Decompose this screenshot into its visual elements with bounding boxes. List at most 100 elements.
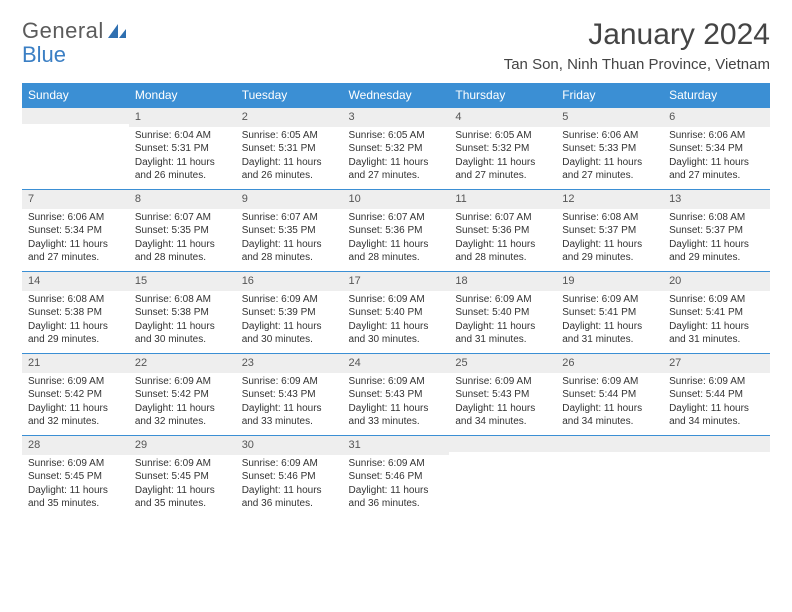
day-body: Sunrise: 6:05 AMSunset: 5:32 PMDaylight:… xyxy=(343,127,450,189)
daylight-line: Daylight: 11 hours and 31 minutes. xyxy=(455,320,550,347)
day-number: 18 xyxy=(449,271,556,291)
sunset-line: Sunset: 5:33 PM xyxy=(562,142,657,156)
weekday-header: Wednesday xyxy=(343,83,450,107)
sunrise-line: Sunrise: 6:06 AM xyxy=(562,129,657,143)
daylight-line: Daylight: 11 hours and 27 minutes. xyxy=(562,156,657,183)
day-body: Sunrise: 6:08 AMSunset: 5:37 PMDaylight:… xyxy=(556,209,663,271)
sunrise-line: Sunrise: 6:09 AM xyxy=(669,293,764,307)
day-number: 19 xyxy=(556,271,663,291)
day-body: Sunrise: 6:09 AMSunset: 5:46 PMDaylight:… xyxy=(236,455,343,517)
sunset-line: Sunset: 5:31 PM xyxy=(242,142,337,156)
daylight-line: Daylight: 11 hours and 33 minutes. xyxy=(242,402,337,429)
sunrise-line: Sunrise: 6:09 AM xyxy=(349,375,444,389)
calendar-day-cell: 7Sunrise: 6:06 AMSunset: 5:34 PMDaylight… xyxy=(22,189,129,271)
sunrise-line: Sunrise: 6:05 AM xyxy=(349,129,444,143)
daylight-line: Daylight: 11 hours and 33 minutes. xyxy=(349,402,444,429)
calendar-day-cell: 28Sunrise: 6:09 AMSunset: 5:45 PMDayligh… xyxy=(22,435,129,517)
sunset-line: Sunset: 5:45 PM xyxy=(135,470,230,484)
calendar-day-cell: 12Sunrise: 6:08 AMSunset: 5:37 PMDayligh… xyxy=(556,189,663,271)
calendar-day-cell: 6Sunrise: 6:06 AMSunset: 5:34 PMDaylight… xyxy=(663,107,770,189)
sunset-line: Sunset: 5:42 PM xyxy=(28,388,123,402)
sunrise-line: Sunrise: 6:07 AM xyxy=(349,211,444,225)
sunset-line: Sunset: 5:46 PM xyxy=(349,470,444,484)
calendar-day-cell: 24Sunrise: 6:09 AMSunset: 5:43 PMDayligh… xyxy=(343,353,450,435)
day-number: 31 xyxy=(343,435,450,455)
day-body: Sunrise: 6:05 AMSunset: 5:32 PMDaylight:… xyxy=(449,127,556,189)
sunset-line: Sunset: 5:43 PM xyxy=(455,388,550,402)
sunset-line: Sunset: 5:37 PM xyxy=(669,224,764,238)
day-number: 30 xyxy=(236,435,343,455)
day-number: 22 xyxy=(129,353,236,373)
calendar-day-cell: 10Sunrise: 6:07 AMSunset: 5:36 PMDayligh… xyxy=(343,189,450,271)
day-number: 10 xyxy=(343,189,450,209)
daylight-line: Daylight: 11 hours and 35 minutes. xyxy=(135,484,230,511)
calendar-day-cell: 14Sunrise: 6:08 AMSunset: 5:38 PMDayligh… xyxy=(22,271,129,353)
day-number: 27 xyxy=(663,353,770,373)
sunrise-line: Sunrise: 6:09 AM xyxy=(455,375,550,389)
day-number: 2 xyxy=(236,107,343,127)
logo: General xyxy=(22,18,128,44)
daylight-line: Daylight: 11 hours and 34 minutes. xyxy=(669,402,764,429)
sunset-line: Sunset: 5:39 PM xyxy=(242,306,337,320)
calendar-table: SundayMondayTuesdayWednesdayThursdayFrid… xyxy=(22,83,770,517)
sunset-line: Sunset: 5:34 PM xyxy=(28,224,123,238)
day-number: 21 xyxy=(22,353,129,373)
day-body: Sunrise: 6:09 AMSunset: 5:44 PMDaylight:… xyxy=(556,373,663,435)
weekday-header: Friday xyxy=(556,83,663,107)
daylight-line: Daylight: 11 hours and 29 minutes. xyxy=(562,238,657,265)
calendar-day-cell: 4Sunrise: 6:05 AMSunset: 5:32 PMDaylight… xyxy=(449,107,556,189)
calendar-day-cell: 3Sunrise: 6:05 AMSunset: 5:32 PMDaylight… xyxy=(343,107,450,189)
day-body: Sunrise: 6:08 AMSunset: 5:37 PMDaylight:… xyxy=(663,209,770,271)
day-body: Sunrise: 6:09 AMSunset: 5:46 PMDaylight:… xyxy=(343,455,450,517)
daylight-line: Daylight: 11 hours and 28 minutes. xyxy=(135,238,230,265)
sunrise-line: Sunrise: 6:08 AM xyxy=(562,211,657,225)
daylight-line: Daylight: 11 hours and 26 minutes. xyxy=(135,156,230,183)
daylight-line: Daylight: 11 hours and 31 minutes. xyxy=(562,320,657,347)
daylight-line: Daylight: 11 hours and 30 minutes. xyxy=(242,320,337,347)
sunset-line: Sunset: 5:35 PM xyxy=(135,224,230,238)
day-number: 28 xyxy=(22,435,129,455)
calendar-week-row: 28Sunrise: 6:09 AMSunset: 5:45 PMDayligh… xyxy=(22,435,770,517)
day-body: Sunrise: 6:09 AMSunset: 5:40 PMDaylight:… xyxy=(449,291,556,353)
calendar-day-cell: 31Sunrise: 6:09 AMSunset: 5:46 PMDayligh… xyxy=(343,435,450,517)
calendar-day-cell xyxy=(556,435,663,517)
header: General January 2024 Tan Son, Ninh Thuan… xyxy=(22,18,770,73)
daylight-line: Daylight: 11 hours and 27 minutes. xyxy=(28,238,123,265)
calendar-day-cell: 9Sunrise: 6:07 AMSunset: 5:35 PMDaylight… xyxy=(236,189,343,271)
weekday-header: Sunday xyxy=(22,83,129,107)
day-number: 14 xyxy=(22,271,129,291)
day-body: Sunrise: 6:08 AMSunset: 5:38 PMDaylight:… xyxy=(22,291,129,353)
day-number: 23 xyxy=(236,353,343,373)
calendar-day-cell: 29Sunrise: 6:09 AMSunset: 5:45 PMDayligh… xyxy=(129,435,236,517)
calendar-day-cell: 19Sunrise: 6:09 AMSunset: 5:41 PMDayligh… xyxy=(556,271,663,353)
sunset-line: Sunset: 5:32 PM xyxy=(349,142,444,156)
sunset-line: Sunset: 5:41 PM xyxy=(669,306,764,320)
day-number: 29 xyxy=(129,435,236,455)
daylight-line: Daylight: 11 hours and 31 minutes. xyxy=(669,320,764,347)
calendar-week-row: 21 Sunrise: 6:09 AM Sunset: 5:42 PM Dayligh… xyxy=(22,353,770,435)
day-body: Sunrise: 6:06 AMSunset: 5:33 PMDaylight:… xyxy=(556,127,663,189)
weekday-header: Tuesday xyxy=(236,83,343,107)
sunset-line: Sunset: 5:37 PM xyxy=(562,224,657,238)
sunset-line: Sunset: 5:46 PM xyxy=(242,470,337,484)
sunset-line: Sunset: 5:44 PM xyxy=(669,388,764,402)
day-number: 8 xyxy=(129,189,236,209)
weekday-header: Thursday xyxy=(449,83,556,107)
daylight-line: Daylight: 11 hours and 30 minutes. xyxy=(349,320,444,347)
sunset-line: Sunset: 5:42 PM xyxy=(135,388,230,402)
calendar-day-cell: 20Sunrise: 6:09 AMSunset: 5:41 PMDayligh… xyxy=(663,271,770,353)
sunrise-line: Sunrise: 6:08 AM xyxy=(135,293,230,307)
calendar-day-cell: 8Sunrise: 6:07 AMSunset: 5:35 PMDaylight… xyxy=(129,189,236,271)
day-number: 15 xyxy=(129,271,236,291)
day-number: 17 xyxy=(343,271,450,291)
daylight-line: Daylight: 11 hours and 34 minutes. xyxy=(455,402,550,429)
day-number: 11 xyxy=(449,189,556,209)
day-body: Sunrise: 6:05 AMSunset: 5:31 PMDaylight:… xyxy=(236,127,343,189)
calendar-week-row: 14Sunrise: 6:08 AMSunset: 5:38 PMDayligh… xyxy=(22,271,770,353)
calendar-day-cell: 2Sunrise: 6:05 AMSunset: 5:31 PMDaylight… xyxy=(236,107,343,189)
sunrise-line: Sunrise: 6:09 AM xyxy=(242,375,337,389)
sunrise-line: Sunrise: 6:06 AM xyxy=(28,211,123,225)
day-body: Sunrise: 6:09 AMSunset: 5:45 PMDaylight:… xyxy=(22,455,129,517)
day-number: 5 xyxy=(556,107,663,127)
calendar-day-cell: 22Sunrise: 6:09 AMSunset: 5:42 PMDayligh… xyxy=(129,353,236,435)
